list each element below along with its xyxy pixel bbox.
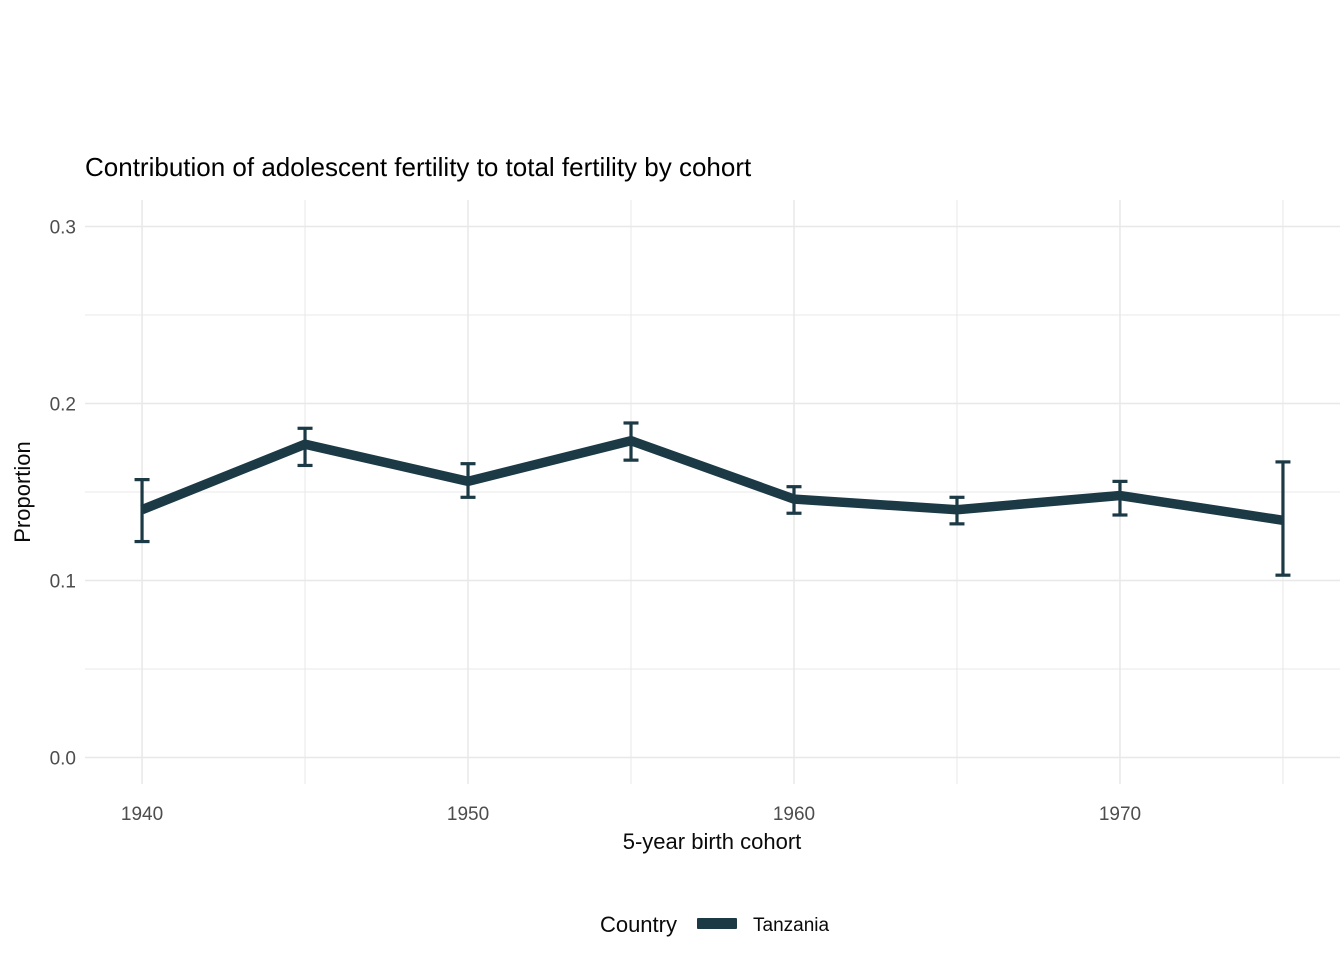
gridlines — [85, 200, 1340, 784]
errorbar-tanzania-1940 — [134, 478, 150, 544]
y-tick-label-0.0: 0.0 — [50, 748, 76, 769]
x-tick-label-1970: 1970 — [1099, 804, 1141, 825]
tick-labels: 0.0 0.1 0.2 0.3 1940 1950 1960 1970 — [50, 218, 1142, 825]
y-tick-label-0.2: 0.2 — [50, 395, 76, 416]
legend: Country Tanzania — [600, 912, 830, 937]
x-tick-label-1950: 1950 — [447, 804, 489, 825]
legend-swatch-tanzania — [697, 918, 737, 929]
y-tick-label-0.1: 0.1 — [50, 571, 76, 592]
x-tick-label-1960: 1960 — [773, 804, 815, 825]
series-lines — [140, 435, 1284, 526]
x-tick-label-1940: 1940 — [121, 804, 163, 825]
y-axis-title: Proportion — [10, 441, 35, 543]
y-tick-label-0.3: 0.3 — [50, 218, 76, 239]
legend-label-tanzania: Tanzania — [753, 915, 829, 936]
legend-title: Country — [600, 912, 677, 937]
x-axis-title: 5-year birth cohort — [623, 829, 802, 854]
chart-title: Contribution of adolescent fertility to … — [85, 152, 752, 182]
series-line-tanzania — [140, 435, 1284, 526]
